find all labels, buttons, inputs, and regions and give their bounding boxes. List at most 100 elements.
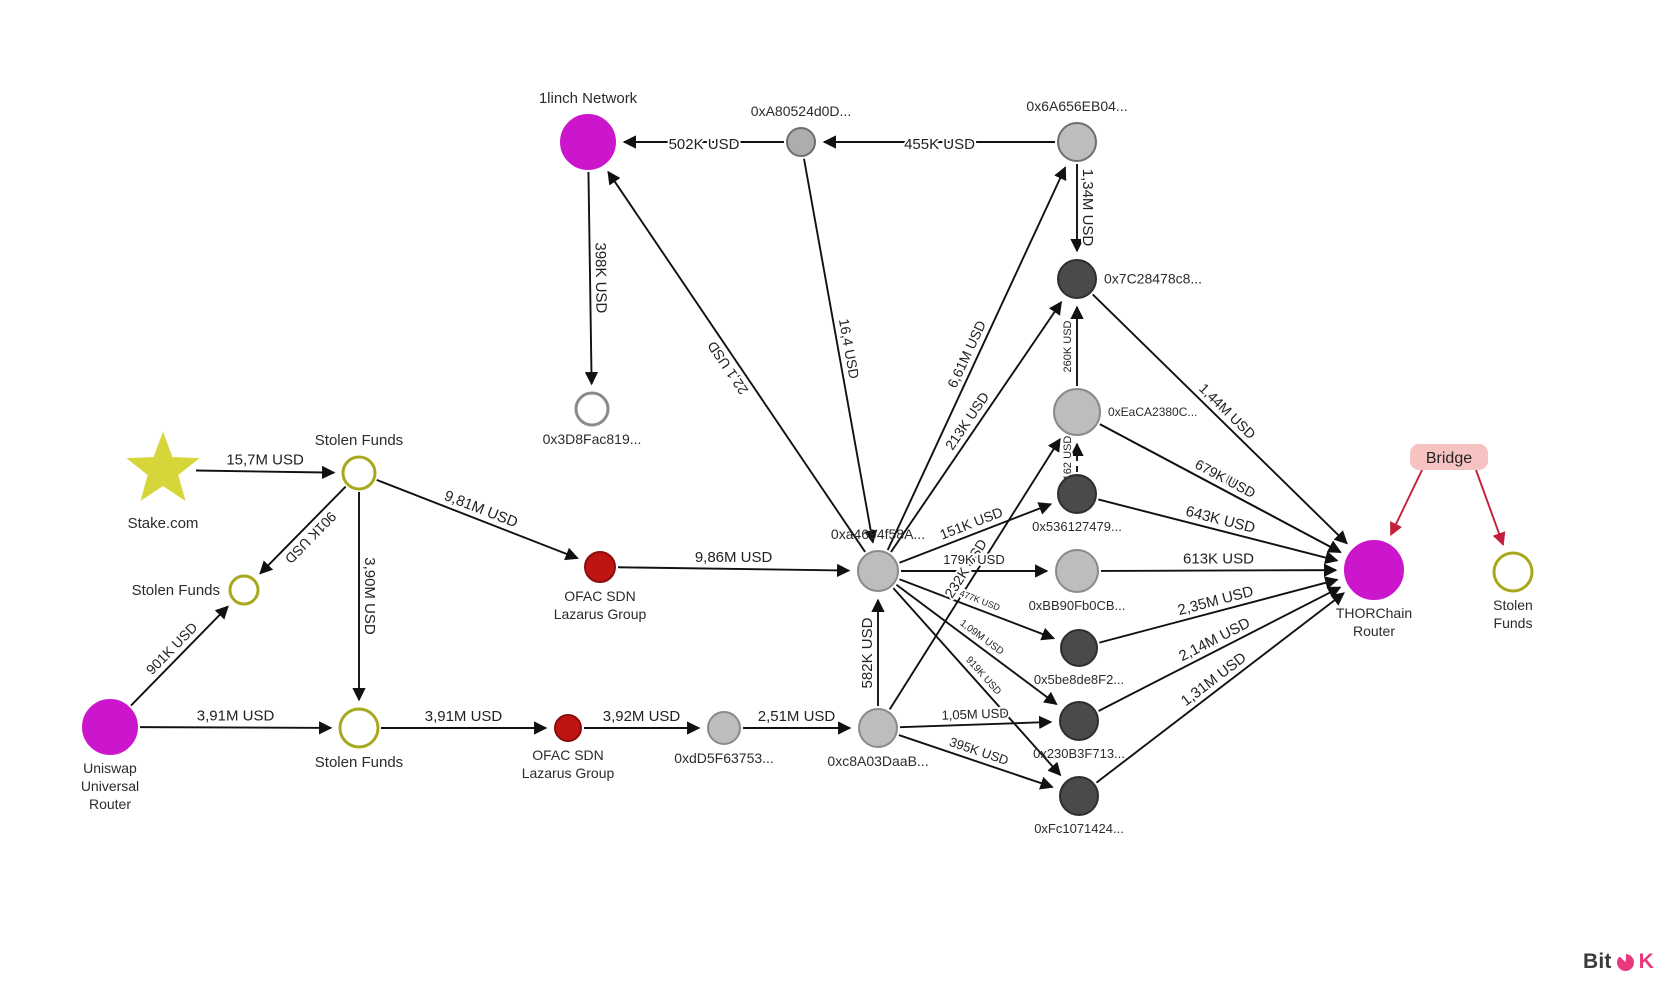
edge-a4694-to-fc1071[interactable]	[892, 587, 1062, 777]
node-label-thorchain: THORChain Router	[1336, 605, 1412, 639]
edge-label-sf_bot-ofac_bot: 3,91M USD	[425, 708, 503, 725]
node-label-a230b3: 0x230B3F713...	[1033, 746, 1125, 761]
edge-label-a7c284-thorchain: 1,44M USD	[1196, 380, 1259, 442]
edge-oneinch-to-d3d8fac[interactable]	[584, 171, 599, 386]
node-label-sf_bot: Stolen Funds	[315, 754, 403, 771]
edge-label-halo: 3,91M USD	[197, 708, 275, 725]
node-label-c8a03: 0xc8A03DaaB...	[827, 753, 928, 769]
edge-label-dd5f63-c8a03: 2,51M USD	[758, 708, 836, 725]
edge-a4694-to-a7c284[interactable]	[890, 301, 1063, 553]
node-oneinch[interactable]	[560, 114, 616, 170]
edge-c8a03-to-fc1071[interactable]	[898, 734, 1054, 790]
edge-label-halo: 3,92M USD	[603, 708, 681, 725]
node-bb90[interactable]	[1055, 549, 1099, 593]
edge-stake-to-sf_top[interactable]	[195, 465, 336, 480]
node-label-a7c284: 0x7C28478c8...	[1104, 271, 1202, 287]
edge-a4694-to-a6a656[interactable]	[886, 166, 1067, 551]
bridge-edge-to-sf_right[interactable]	[1475, 469, 1506, 546]
node-sf_mid[interactable]	[228, 574, 260, 606]
edge-label-halo: 398K USD	[591, 242, 609, 313]
edge-a80524-to-a4694[interactable]	[803, 158, 878, 544]
edge-sf_top-to-sf_mid[interactable]	[259, 485, 347, 575]
edge-label-halo: 455K USD	[904, 136, 975, 153]
edge-sf_top-to-ofac_top[interactable]	[376, 479, 579, 561]
node-ofac_bot[interactable]	[554, 714, 582, 742]
bitok-watermark: Bit K	[1583, 950, 1654, 974]
edge-a536127-to-thorchain[interactable]	[1098, 498, 1339, 565]
node-a4694[interactable]	[857, 550, 899, 592]
edge-ofac_top-to-a4694[interactable]	[617, 563, 851, 578]
node-a80524[interactable]	[786, 127, 816, 157]
node-a6a656[interactable]	[1057, 122, 1097, 162]
node-thorchain[interactable]	[1344, 540, 1404, 600]
node-fc1071[interactable]	[1059, 776, 1099, 816]
edge-label-a80524-oneinch: 502K USD	[669, 136, 740, 153]
pacman-o-icon	[1616, 953, 1634, 971]
edge-a4694-to-a5be8[interactable]	[899, 578, 1056, 641]
edge-label-halo: 502K USD	[669, 136, 740, 153]
edge-label-halo: 3,90M USD	[361, 557, 378, 635]
edge-label-a4694-a230b3: 1,09M USD	[958, 618, 1006, 658]
edge-label-a6a656-a7c284: 1,34M USD	[1079, 169, 1096, 247]
edge-label-bb90-thorchain: 613K USD	[1183, 551, 1254, 568]
node-a230b3[interactable]	[1059, 701, 1099, 741]
edges-layer	[130, 135, 1348, 790]
edge-label-a6a656-a80524: 455K USD	[904, 136, 975, 153]
edge-a7c284-to-thorchain[interactable]	[1092, 293, 1348, 545]
node-eaca[interactable]	[1053, 388, 1101, 436]
node-uniswap[interactable]	[82, 699, 138, 755]
node-a536127[interactable]	[1057, 474, 1097, 514]
node-label-oneinch: 1linch Network	[539, 90, 638, 107]
node-d3d8fac[interactable]	[574, 391, 610, 427]
node-label-d3d8fac: 0x3D8Fac819...	[543, 431, 642, 447]
edge-label-halo: 260K USD	[1062, 320, 1074, 372]
edge-a5be8-to-thorchain[interactable]	[1099, 576, 1339, 644]
node-label-a6a656: 0x6A656EB04...	[1026, 98, 1127, 114]
node-dd5f63[interactable]	[707, 711, 741, 745]
node-label-sf_top: Stolen Funds	[315, 432, 403, 449]
node-stake[interactable]	[126, 431, 200, 502]
node-a5be8[interactable]	[1060, 629, 1098, 667]
edge-label-halo: 162 USD	[1062, 436, 1074, 481]
edge-fc1071-to-thorchain[interactable]	[1095, 592, 1345, 784]
edge-a230b3-to-thorchain[interactable]	[1098, 586, 1342, 712]
edge-a4694-to-oneinch[interactable]	[607, 170, 866, 553]
node-label-a80524: 0xA80524d0D...	[751, 103, 851, 119]
node-sf_right[interactable]	[1492, 551, 1534, 593]
bridge-chip-label: Bridge	[1426, 450, 1472, 467]
edge-label-stake-sf_top: 15,7M USD	[226, 452, 304, 469]
edge-a4694-to-a536127[interactable]	[899, 502, 1053, 564]
node-sf_bot[interactable]	[338, 707, 380, 749]
edge-label-eaca-a7c284: 260K USD	[1062, 320, 1074, 372]
edge-uniswap-to-sf_bot[interactable]	[139, 721, 333, 735]
edge-label-sf_top-sf_bot: 3,90M USD	[361, 557, 378, 635]
node-sf_top[interactable]	[341, 455, 377, 491]
node-c8a03[interactable]	[858, 708, 898, 748]
edge-label-halo: 1,05M USD	[941, 705, 1009, 722]
edge-label-sf_top-sf_mid: 901K USD	[282, 509, 340, 567]
node-label-bb90: 0xBB90Fb0CB...	[1029, 598, 1126, 613]
edge-a4694-to-a230b3[interactable]	[895, 583, 1058, 706]
bridge-chip[interactable]	[1410, 444, 1488, 470]
edge-label-halo: 3,91M USD	[425, 708, 503, 725]
node-label-sf_mid: Stolen Funds	[132, 582, 220, 599]
edge-c8a03-to-a230b3[interactable]	[899, 715, 1053, 730]
edge-label-halo: 1,34M USD	[1079, 169, 1096, 247]
node-label-eaca: 0xEaCA2380C...	[1108, 405, 1197, 419]
edge-label-a4694-bb90: 179K USD	[943, 552, 1004, 567]
edge-label-a4694-fc1071: 919K USD	[963, 655, 1003, 698]
node-ofac_top[interactable]	[584, 551, 616, 583]
nodes-layer	[82, 114, 1534, 816]
edge-label-c8a03-a4694: 582K USD	[859, 617, 876, 688]
edge-c8a03-to-eaca[interactable]	[888, 437, 1061, 710]
node-a7c284[interactable]	[1057, 259, 1097, 299]
edge-bb90-to-thorchain[interactable]	[1100, 563, 1338, 577]
edge-label-a4694-a7c284: 213K USD	[942, 389, 992, 453]
edge-label-uniswap-sf_mid: 901K USD	[143, 619, 201, 677]
bridge-edge-to-thorchain[interactable]	[1390, 469, 1423, 537]
edge-label-a80524-a4694: 16,4 USD	[836, 317, 862, 380]
edge-eaca-to-thorchain[interactable]	[1099, 423, 1342, 553]
edge-label-halo: 613K USD	[1183, 551, 1254, 568]
edge-uniswap-to-sf_mid[interactable]	[130, 605, 229, 707]
